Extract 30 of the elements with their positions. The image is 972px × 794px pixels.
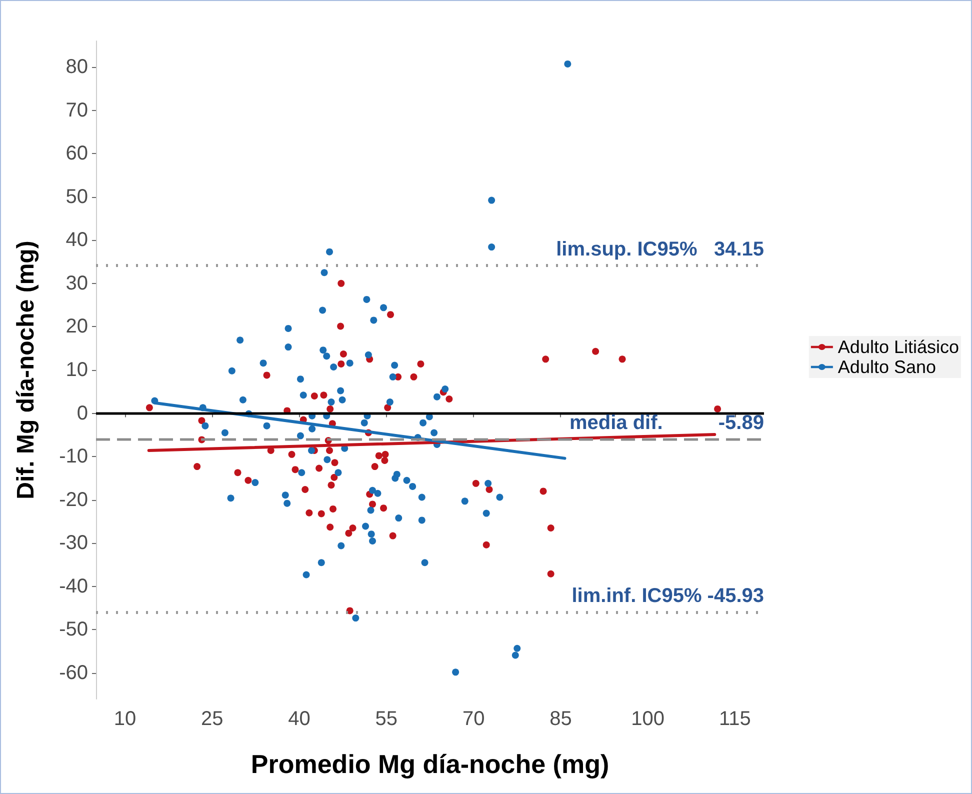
x-tick-label: 100	[631, 708, 665, 730]
x-tick-label: 55	[375, 708, 398, 730]
y-tick-label: 0	[76, 402, 88, 424]
y-axis-title: Dif. Mg día-noche (mg)	[12, 240, 40, 500]
x-tick-label: 115	[719, 708, 751, 730]
y-tick-label: -10	[59, 446, 88, 468]
y-tick-label: 60	[66, 142, 88, 165]
y-tick-label: -50	[59, 618, 88, 641]
y-tick-label: -30	[59, 532, 88, 554]
x-tick-label: 70	[462, 708, 485, 730]
legend-label: Adulto Sano	[838, 357, 936, 377]
y-tick-label: -20	[59, 488, 88, 511]
ref-line-label: lim.inf. IC95% -45.93	[572, 585, 764, 608]
x-tick-label: 25	[201, 708, 224, 730]
x-axis-title: Promedio Mg día-noche (mg)	[250, 749, 610, 779]
y-tick-label: 50	[66, 186, 88, 208]
y-tick-label: 80	[66, 56, 88, 78]
y-tick-label: 30	[66, 272, 88, 294]
ref-line-label: lim.sup. IC95% 34.15	[556, 238, 764, 260]
y-tick-label: 40	[66, 229, 88, 252]
y-tick-label: -60	[59, 662, 88, 684]
ref-line-label: media dif. -5.89	[569, 412, 764, 434]
y-tick-label: 70	[66, 99, 88, 122]
y-tick-label: 20	[66, 316, 88, 338]
x-tick-label: 10	[114, 708, 136, 730]
y-tick-label: 10	[66, 359, 88, 381]
y-tick-label: -40	[59, 575, 88, 598]
legend-label: Adulto Litiásico	[838, 337, 960, 357]
x-tick-label: 85	[550, 708, 572, 730]
x-tick-label: 40	[288, 708, 310, 730]
